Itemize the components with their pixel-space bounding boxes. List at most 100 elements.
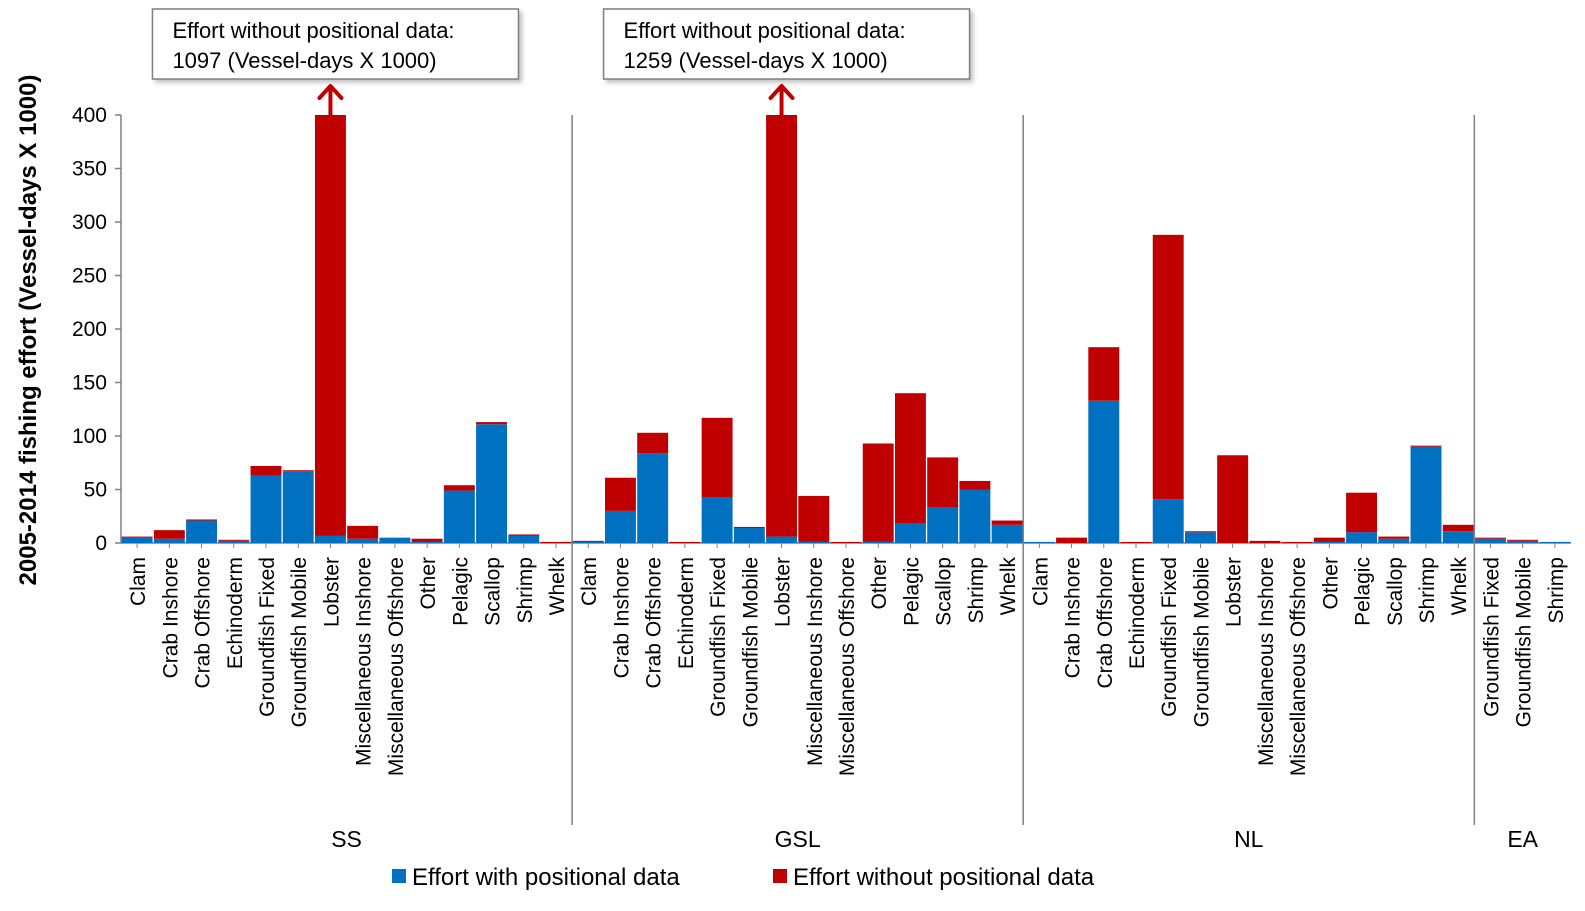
bar-gsl-pelagic-with-positional	[894, 523, 926, 543]
bar-ss-groundfish-fixed-with-positional	[250, 475, 282, 543]
x-tick-label: Groundfish Mobile	[1190, 557, 1213, 727]
annotation-box	[151, 8, 520, 80]
bar-nl-shrimp-without-positional	[1410, 445, 1442, 447]
bar-ss-whelk-without-positional	[540, 541, 572, 543]
bar-nl-miscellaneous-inshore-without-positional	[1249, 540, 1281, 543]
legend-label: Effort with positional data	[412, 864, 680, 891]
bar-ss-clam-without-positional	[121, 536, 153, 538]
bar-nl-shrimp-with-positional	[1410, 446, 1442, 543]
bar-nl-lobster-without-positional	[1217, 455, 1249, 543]
bar-gsl-other-with-positional	[862, 541, 894, 543]
bar-gsl-lobster-without-positional	[766, 115, 798, 537]
x-tick-label: Crab Offshore	[643, 557, 666, 689]
bar-gsl-groundfish-fixed-with-positional	[701, 496, 733, 543]
x-tick-label: Shrimp	[514, 557, 537, 624]
y-axis-label: 2005-2014 fishing effort (Vessel-days X …	[15, 75, 42, 586]
bar-nl-other-with-positional	[1313, 541, 1345, 543]
bar-gsl-crab-inshore-with-positional	[604, 510, 636, 543]
x-tick-label: Pelagic	[900, 557, 923, 626]
y-tick-label: 0	[95, 532, 107, 555]
bar-ss-crab-inshore-with-positional	[153, 538, 185, 543]
bar-gsl-whelk-without-positional	[991, 520, 1023, 525]
x-tick-label: Crab Offshore	[1094, 557, 1117, 689]
bar-gsl-scallop-without-positional	[927, 457, 959, 508]
bar-gsl-shrimp-with-positional	[959, 489, 991, 543]
x-tick-label: Miscellaneous Inshore	[804, 557, 827, 766]
x-tick-label: Crab Inshore	[159, 557, 182, 678]
y-tick-label: 200	[72, 318, 107, 341]
bar-ss-echinoderm-without-positional	[218, 539, 250, 541]
x-tick-label: Scallop	[933, 557, 956, 626]
bar-ss-scallop-without-positional	[476, 422, 508, 425]
x-tick-label: Shrimp	[1545, 557, 1568, 624]
annotation-line-2: 1259 (Vessel-days X 1000)	[624, 48, 888, 73]
bar-nl-groundfish-mobile-without-positional	[1184, 531, 1216, 533]
x-tick-label: Pelagic	[449, 557, 472, 626]
overflow-arrow-head	[768, 84, 795, 100]
x-tick-label: Miscellaneous Inshore	[1255, 557, 1278, 766]
bar-ea-groundfish-mobile-with-positional	[1507, 540, 1539, 543]
group-separators	[571, 115, 1476, 825]
x-tick-label: Lobster	[320, 557, 343, 627]
bar-gsl-crab-offshore-without-positional	[637, 432, 669, 454]
x-tick-label: Miscellaneous Offshore	[385, 557, 408, 776]
group-label-nl: NL	[1234, 826, 1264, 852]
x-tick-label: Clam	[127, 557, 150, 606]
bar-gsl-groundfish-fixed-without-positional	[701, 417, 733, 497]
bar-ea-shrimp-with-positional	[1539, 541, 1571, 543]
bar-nl-crab-offshore-without-positional	[1088, 347, 1120, 401]
x-tick-label: Groundfish Fixed	[1158, 557, 1181, 717]
bar-ss-miscellaneous-inshore-without-positional	[347, 525, 379, 539]
bar-ss-crab-offshore-with-positional	[186, 520, 218, 543]
bar-ss-groundfish-mobile-with-positional	[282, 471, 314, 543]
y-tick-label: 150	[72, 372, 107, 395]
bar-gsl-pelagic-without-positional	[894, 393, 926, 524]
x-tick-label: Groundfish Fixed	[707, 557, 730, 717]
x-tick-label: Miscellaneous Offshore	[836, 557, 859, 776]
group-label-gsl: GSL	[775, 826, 821, 852]
bar-ss-miscellaneous-inshore-with-positional	[347, 538, 379, 543]
bar-gsl-miscellaneous-inshore-without-positional	[798, 495, 830, 542]
legend-swatch-effort-with-positional-data	[392, 869, 406, 883]
bar-gsl-shrimp-without-positional	[959, 480, 991, 490]
x-tick-label: Scallop	[1384, 557, 1407, 626]
category-labels: Clam Crab Inshore Crab Offshore Echinoderm G…	[127, 543, 1568, 776]
bar-gsl-scallop-with-positional	[927, 507, 959, 543]
bar-ss-shrimp-without-positional	[508, 534, 540, 536]
annotation-line-1: Effort without positional data:	[172, 18, 454, 43]
y-tick-label: 100	[72, 425, 107, 448]
x-tick-label: Shrimp	[1416, 557, 1439, 624]
y-tick-label: 350	[72, 158, 107, 181]
bar-gsl-groundfish-mobile-without-positional	[733, 526, 765, 529]
bar-nl-groundfish-fixed-without-positional	[1152, 234, 1184, 500]
bar-ss-other-without-positional	[411, 538, 443, 542]
bar-nl-echinoderm-without-positional	[1120, 541, 1152, 543]
x-tick-label: Miscellaneous Inshore	[353, 557, 376, 766]
bar-nl-groundfish-mobile-with-positional	[1184, 532, 1216, 543]
group-labels: SS GSL NL EA	[331, 826, 1538, 852]
x-tick-label: Pelagic	[1352, 557, 1375, 626]
x-tick-label: Shrimp	[965, 557, 988, 624]
bar-nl-groundfish-fixed-with-positional	[1152, 499, 1184, 543]
bar-gsl-lobster-with-positional	[766, 536, 798, 543]
bar-gsl-miscellaneous-inshore-with-positional	[798, 541, 830, 543]
x-tick-label: Groundfish Fixed	[256, 557, 279, 717]
bar-ss-pelagic-with-positional	[443, 490, 475, 543]
bar-ss-clam-with-positional	[121, 537, 153, 543]
x-tick-label: Echinoderm	[1126, 557, 1149, 669]
x-tick-label: Whelk	[1448, 557, 1471, 616]
annotations: Effort without positional data: 1097 (Ves…	[151, 8, 971, 115]
x-tick-label: Other	[417, 557, 440, 610]
x-tick-label: Clam	[578, 557, 601, 606]
bar-nl-other-without-positional	[1313, 537, 1345, 542]
bar-gsl-crab-inshore-without-positional	[604, 477, 636, 511]
legend-swatch-effort-without-positional-data	[773, 869, 787, 883]
bar-ss-miscellaneous-offshore-with-positional	[379, 537, 411, 543]
overflow-arrow-head	[317, 84, 344, 100]
bar-ss-lobster-with-positional	[314, 535, 346, 543]
bar-ss-crab-offshore-without-positional	[186, 519, 218, 521]
bar-nl-clam-with-positional	[1023, 541, 1055, 543]
legend: Effort with positional data Effort withou…	[392, 864, 1095, 891]
x-tick-label: Groundfish Mobile	[288, 557, 311, 727]
